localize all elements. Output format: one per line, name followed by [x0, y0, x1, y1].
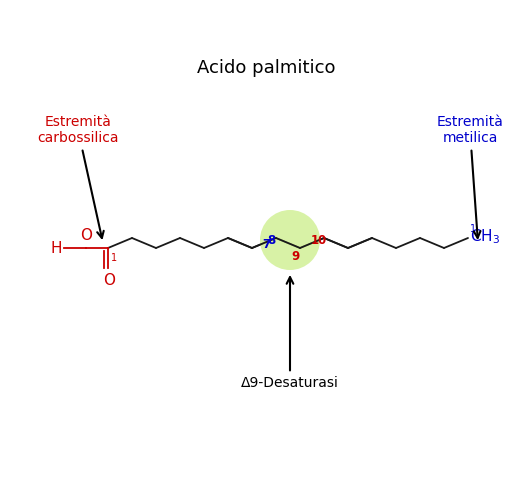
Text: 8: 8 [267, 234, 275, 246]
Circle shape [260, 210, 320, 270]
Text: O: O [80, 228, 92, 243]
Text: Estremità
carbossilica: Estremità carbossilica [37, 115, 119, 238]
Text: Δ9-Desaturasi: Δ9-Desaturasi [241, 277, 339, 390]
Text: 7: 7 [262, 238, 270, 250]
Text: 1: 1 [470, 224, 476, 234]
Text: Acido palmitico: Acido palmitico [197, 59, 335, 77]
Text: 10: 10 [311, 234, 327, 246]
Text: 1: 1 [111, 253, 117, 263]
Text: H: H [51, 241, 62, 255]
Text: CH$_3$: CH$_3$ [470, 228, 500, 246]
Text: 9: 9 [291, 249, 299, 263]
Text: O: O [103, 273, 115, 288]
Text: Estremità
metilica: Estremità metilica [437, 115, 503, 238]
